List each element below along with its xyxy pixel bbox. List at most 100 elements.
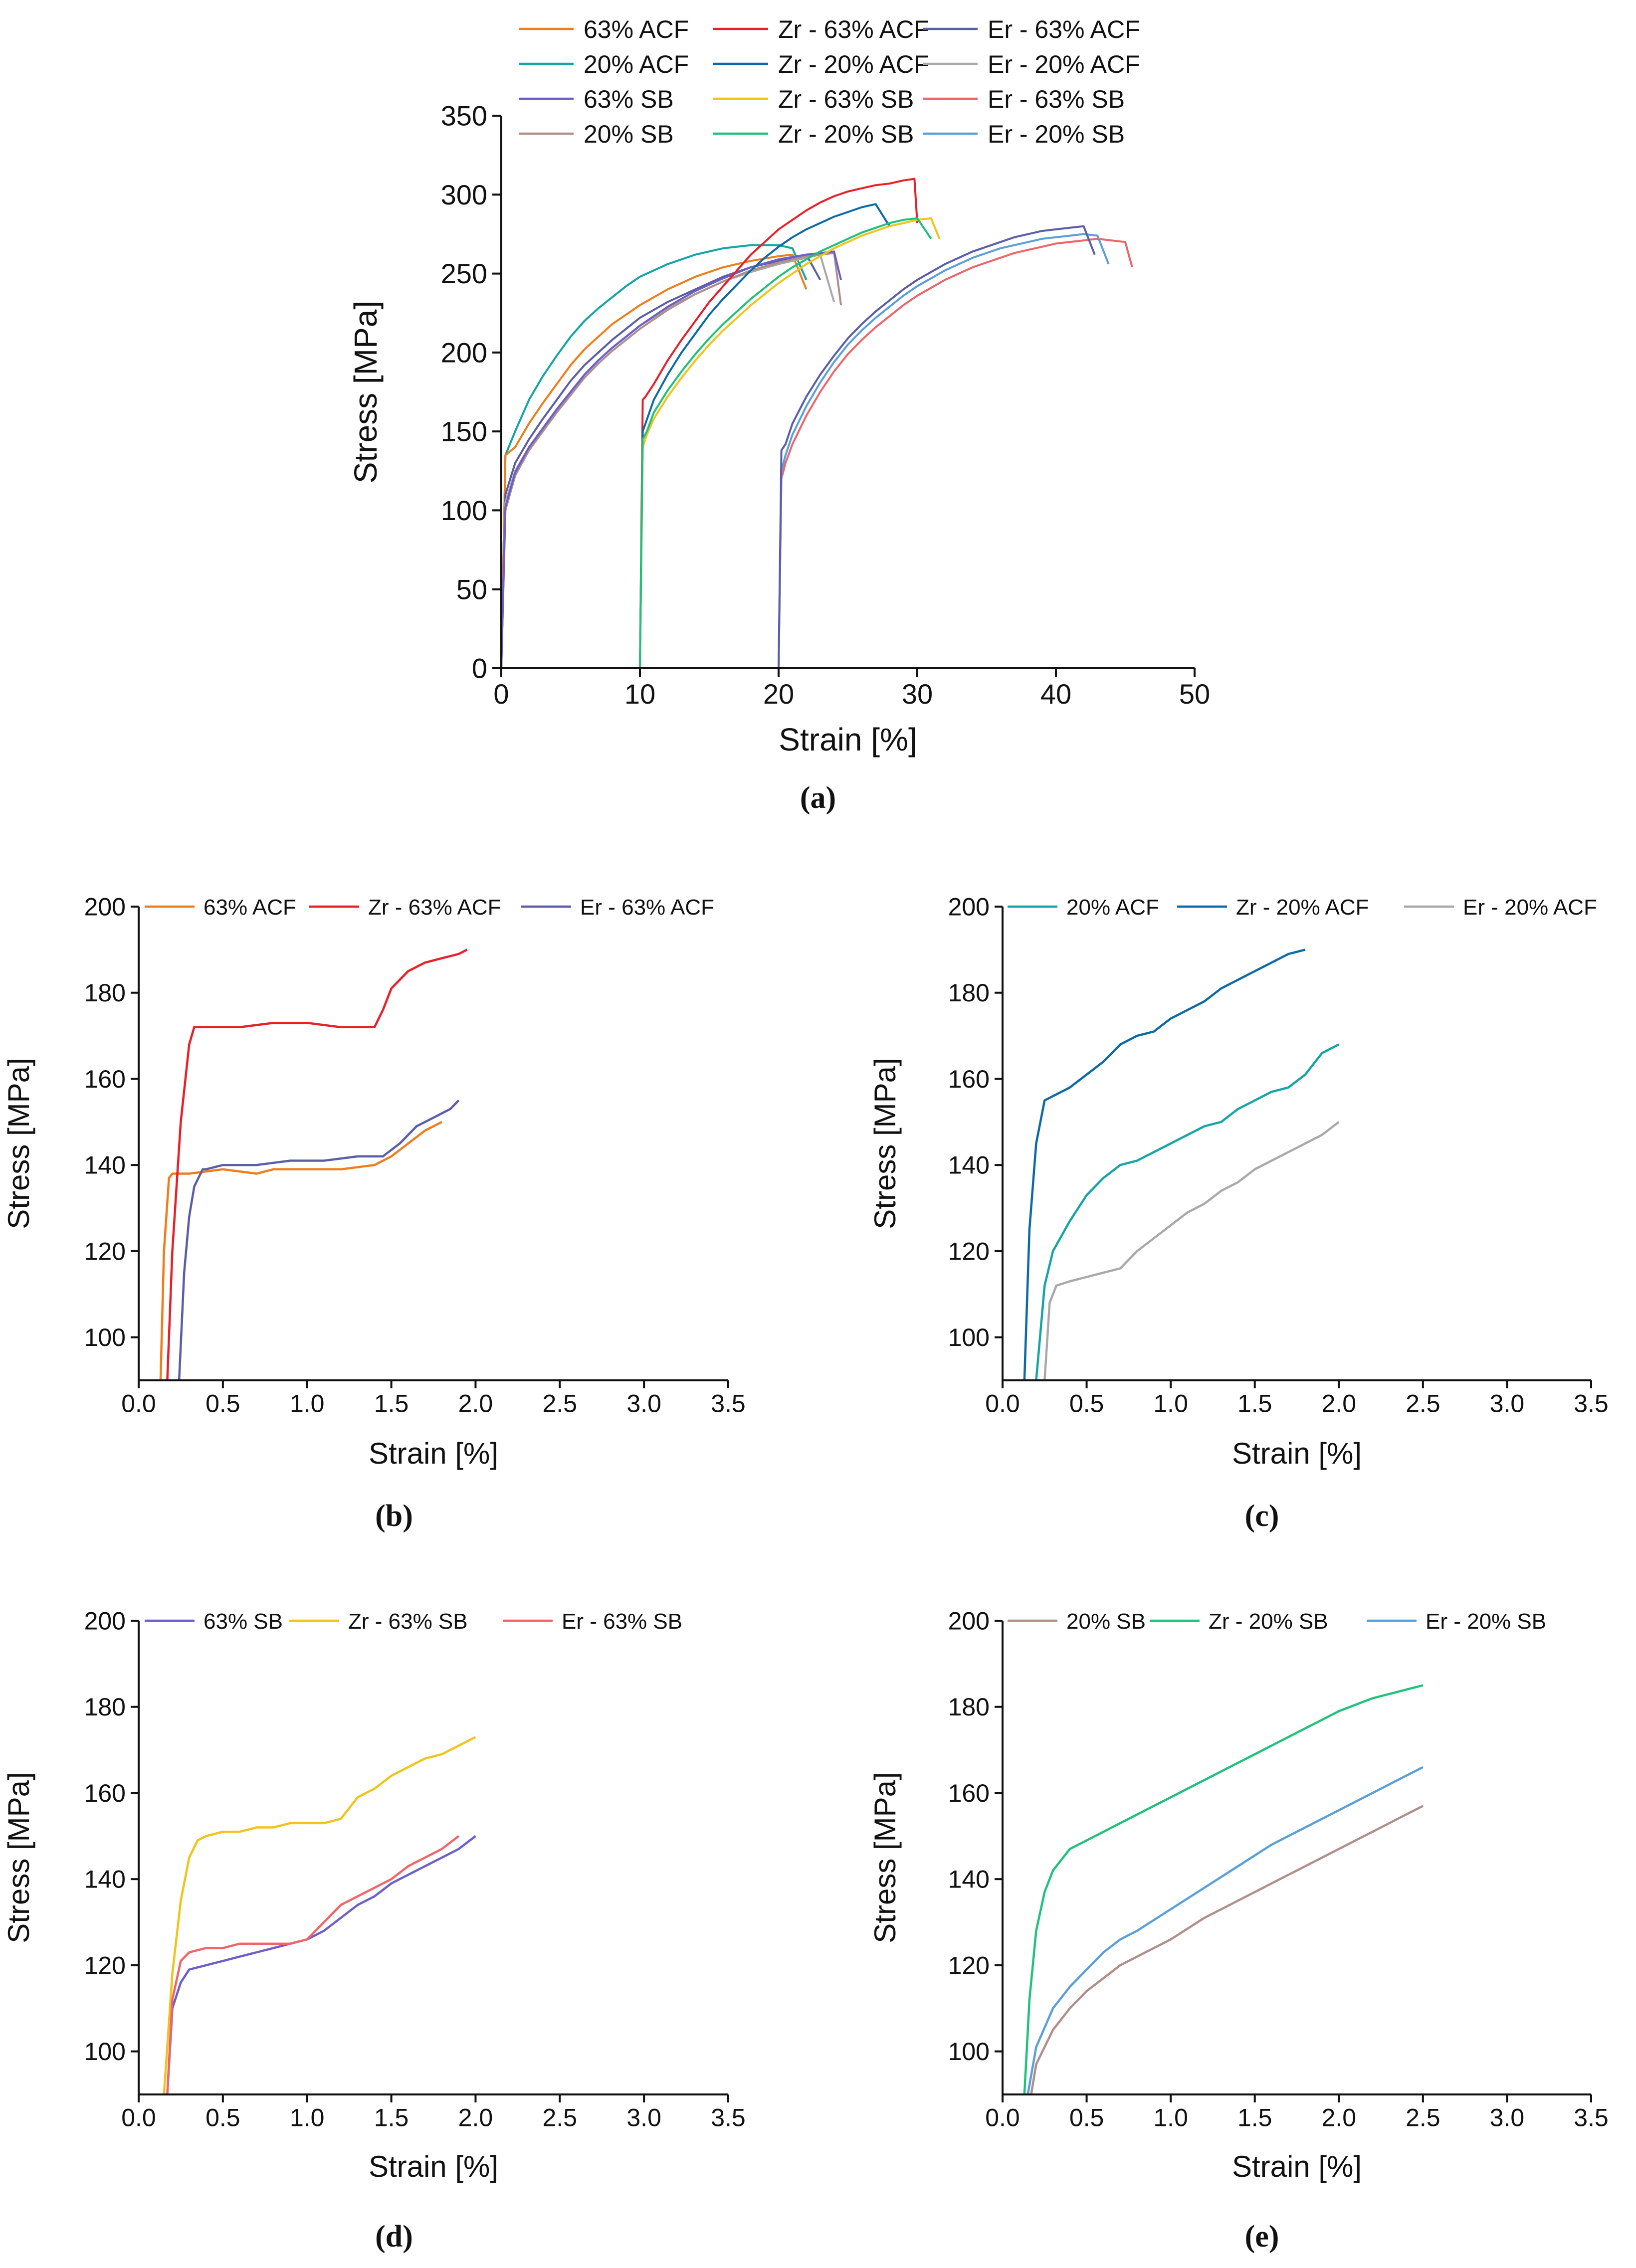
y-tick-label: 160 — [84, 1779, 126, 1807]
series-line-er-63pct-acf — [178, 1100, 460, 1380]
legend-label-er-63pct-sb: Er - 63% SB — [562, 1609, 682, 1634]
x-tick-label: 3.0 — [626, 2104, 661, 2132]
y-tick-label: 140 — [84, 1151, 126, 1179]
series-line-er-63pct-acf — [778, 225, 1096, 668]
legend-label-20pct-acf: 20% ACF — [584, 50, 689, 78]
legend-label-er-20pct-acf: Er - 20% ACF — [1463, 895, 1597, 920]
y-tick-label: 120 — [84, 1237, 126, 1265]
legend-label-er-63pct-acf: Er - 63% ACF — [580, 895, 714, 920]
x-axis-title: Strain [%] — [369, 1437, 498, 1470]
x-tick-label: 3.0 — [1490, 1390, 1525, 1418]
x-axis-title: Strain [%] — [1232, 2150, 1362, 2183]
legend-label-20pct-sb: 20% SB — [1066, 1609, 1146, 1634]
series-line-63pct-sb — [501, 250, 842, 668]
chart-e: 0.0 0.5 1.0 1.5 2.0 2.5 3.0 3.5 100 120 140 160 180 2… — [868, 1607, 1609, 2254]
y-axis-title: Stress [MPa] — [2, 1058, 35, 1229]
series-line-20pct-sb — [501, 252, 842, 668]
x-tick-label: 2.5 — [543, 1390, 578, 1418]
series-line-zr-20pct-sb — [1023, 1684, 1424, 2094]
series-line-zr-63pct-acf — [639, 178, 918, 668]
legend-label-zr-63pct-sb: Zr - 63% SB — [778, 85, 914, 113]
legend-label-er-63pct-acf: Er - 63% ACF — [988, 15, 1140, 43]
x-axis-title: Strain [%] — [1232, 1437, 1362, 1470]
y-tick-label: 100 — [948, 2038, 990, 2066]
series-line-er-20pct-sb — [778, 233, 1110, 668]
series-line-zr-63pct-sb — [163, 1736, 476, 2094]
x-tick-label: 0 — [493, 678, 509, 710]
x-tick-label: 0.5 — [205, 2104, 240, 2132]
y-tick-label: 50 — [456, 573, 487, 605]
y-tick-label: 200 — [441, 337, 487, 368]
series-line-er-63pct-acf — [501, 253, 821, 668]
series-line-20pct-acf — [501, 244, 808, 668]
y-axis-title: Stress [MPa] — [868, 1772, 902, 1943]
panel-label-c: (c) — [1245, 1499, 1279, 1533]
y-tick-label: 160 — [948, 1065, 990, 1093]
y-axis-title: Stress [MPa] — [868, 1058, 902, 1229]
legend-label-zr-20pct-acf: Zr - 20% ACF — [1236, 895, 1369, 920]
panel-label-e: (e) — [1245, 2220, 1279, 2254]
x-tick-label: 3.0 — [626, 1390, 661, 1418]
y-tick-label: 160 — [948, 1779, 990, 1807]
x-tick-label: 3.5 — [1574, 2104, 1609, 2132]
series-line-er-20pct-sb — [1026, 1766, 1424, 2094]
y-tick-label: 140 — [948, 1866, 990, 1893]
y-tick-label: 100 — [84, 1323, 126, 1351]
y-axis-title: Stress [MPa] — [348, 301, 384, 483]
y-axis-title: Stress [MPa] — [2, 1772, 35, 1943]
x-tick-label: 3.5 — [711, 1390, 746, 1418]
y-tick-label: 100 — [441, 495, 487, 526]
x-tick-label: 1.0 — [1153, 1390, 1188, 1418]
series-line-20pct-acf — [1035, 1043, 1340, 1380]
series-line-er-63pct-sb — [166, 1835, 460, 2094]
legend: 63% ACF Zr - 63% ACF Er - 63% ACF — [145, 895, 714, 920]
x-tick-label: 1.5 — [374, 1390, 409, 1418]
panel-label-b: (b) — [375, 1499, 413, 1533]
x-tick-label: 2.0 — [458, 1390, 493, 1418]
chart-a: 0 10 20 30 40 50 0 50 100 150 200 250 300 350 Strain [… — [348, 15, 1210, 815]
legend-label-20pct-sb: 20% SB — [584, 120, 674, 148]
y-tick-label: 200 — [948, 1607, 990, 1635]
legend: 63% SB Zr - 63% SB Er - 63% SB — [145, 1609, 682, 1634]
legend-label-zr-20pct-sb: Zr - 20% SB — [1209, 1609, 1328, 1634]
legend-label-er-63pct-sb: Er - 63% SB — [988, 85, 1125, 113]
x-tick-label: 50 — [1179, 678, 1210, 710]
legend-label-zr-63pct-acf: Zr - 63% ACF — [778, 15, 929, 43]
legend-label-63pct-sb: 63% SB — [204, 1609, 283, 1634]
y-tick-label: 180 — [948, 1693, 990, 1721]
y-tick-label: 180 — [84, 979, 126, 1007]
series-line-er-20pct-acf — [1043, 1121, 1340, 1380]
x-tick-label: 2.0 — [1322, 2104, 1357, 2132]
y-tick-label: 200 — [948, 893, 990, 921]
x-tick-label: 2.0 — [1322, 1390, 1357, 1418]
y-tick-label: 200 — [84, 893, 126, 921]
x-tick-label: 3.5 — [1574, 1390, 1609, 1418]
legend: 63% ACF Zr - 63% ACF Er - 63% ACF 20% ACF Zr… — [519, 15, 1140, 148]
series-line-63pct-acf — [159, 1121, 442, 1380]
series-line-zr-63pct-acf — [166, 948, 468, 1380]
legend: 20% SB Zr - 20% SB Er - 20% SB — [1008, 1609, 1546, 1634]
x-tick-label: 3.0 — [1490, 2104, 1525, 2132]
legend-label-63pct-acf: 63% ACF — [584, 15, 689, 43]
panel-label-a: (a) — [800, 781, 836, 815]
x-tick-label: 1.0 — [1153, 2104, 1188, 2132]
x-tick-label: 2.5 — [1406, 2104, 1440, 2132]
x-tick-label: 0.5 — [1069, 2104, 1104, 2132]
y-tick-label: 100 — [84, 2038, 126, 2066]
y-tick-label: 180 — [948, 979, 990, 1007]
x-tick-label: 40 — [1040, 678, 1071, 710]
y-tick-label: 120 — [948, 1951, 990, 1979]
series-line-63pct-acf — [501, 253, 808, 668]
y-tick-label: 350 — [441, 100, 487, 132]
series-line-zr-63pct-sb — [639, 217, 941, 668]
x-tick-label: 0.5 — [205, 1390, 240, 1418]
y-tick-label: 250 — [441, 258, 487, 289]
x-tick-label: 2.0 — [458, 2104, 493, 2132]
x-tick-label: 0.0 — [985, 2104, 1020, 2132]
x-tick-label: 1.5 — [1237, 1390, 1272, 1418]
y-tick-label: 160 — [84, 1065, 126, 1093]
x-tick-label: 0.0 — [121, 1390, 156, 1418]
y-tick-label: 0 — [472, 653, 487, 684]
x-tick-label: 20 — [763, 678, 794, 710]
